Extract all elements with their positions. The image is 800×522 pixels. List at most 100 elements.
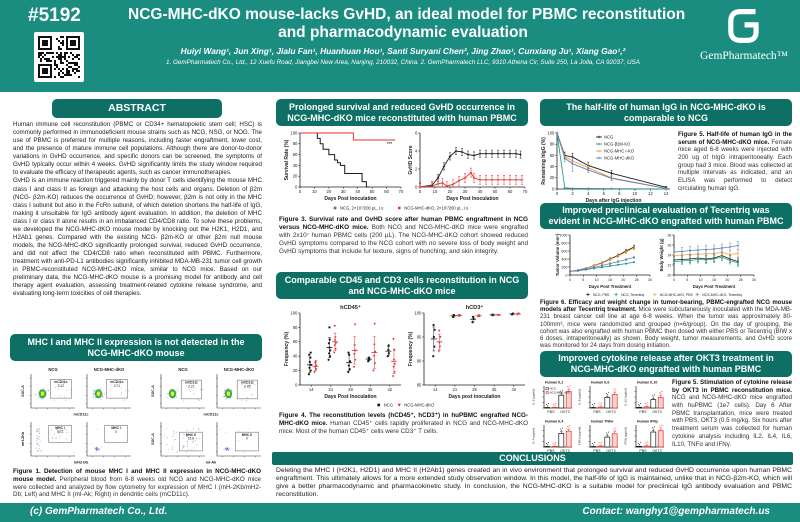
svg-text:Days Post Inoculation: Days Post Inoculation <box>446 196 498 202</box>
svg-text:30: 30 <box>752 278 756 282</box>
svg-text:0: 0 <box>299 189 302 194</box>
svg-text:28: 28 <box>472 387 477 392</box>
figure5-igg-caption: Figure 5. Half-life of human IgG in the … <box>678 131 792 193</box>
svg-text:60: 60 <box>293 152 298 157</box>
svg-text:60: 60 <box>384 189 389 194</box>
section-header-tecentriq: Improved preclinical evaluation of Tecen… <box>540 203 792 229</box>
svg-text:93.1: 93.1 <box>57 430 64 434</box>
svg-text:15: 15 <box>608 278 612 282</box>
svg-text:0: 0 <box>246 437 248 441</box>
cytokine-il2-chart: IL-2 (pg/ml) Human IL2 PBS OKT3 NCGNCG-MHC-d… <box>532 381 572 414</box>
svg-text:80: 80 <box>293 141 298 146</box>
svg-text:85: 85 <box>417 382 422 387</box>
svg-text:10: 10 <box>595 278 599 282</box>
figure4-caption: Figure 4. The reconstitution levels (hCD… <box>279 412 528 435</box>
svg-text:200: 200 <box>562 265 568 269</box>
logo-wordmark: GemPharmatech™ <box>700 50 788 62</box>
gempharmatech-logo: GemPharmatech™ <box>692 3 796 62</box>
svg-text:20: 20 <box>293 174 298 179</box>
svg-text:OKT3: OKT3 <box>652 449 661 453</box>
svg-text:0: 0 <box>673 278 675 282</box>
svg-text:Body Weight (g): Body Weight (g) <box>659 238 664 271</box>
tumor-volume-chart: 0 5 10 15 20 25 30 0 200 400 600 800 1000 Days Post T… <box>555 233 652 289</box>
figure5-okt3-caption: Figure 5. Stimulation of cytokine releas… <box>672 379 792 448</box>
svg-text:mCD11c: mCD11c <box>54 380 67 384</box>
svg-text:25: 25 <box>635 278 639 282</box>
svg-text:0: 0 <box>295 382 298 387</box>
svg-text:NCG-β2M-KO: NCG-β2M-KO <box>604 142 631 147</box>
abstract-text: Human immune cell reconstitution (PBMC o… <box>13 121 262 298</box>
svg-text:NCG-MHC-dKO, PBS: NCG-MHC-dKO, PBS <box>660 293 694 297</box>
svg-text:NCG: NCG <box>550 387 557 391</box>
svg-text:50: 50 <box>493 189 498 194</box>
figure3-caption-text: Both NCG and NCG-MHC-dKO mice were engra… <box>279 223 528 255</box>
section-header-mhc: MHC I and MHC II expression is not detec… <box>10 334 262 361</box>
svg-text:NCG-MHC-dKO: NCG-MHC-dKO <box>94 367 125 372</box>
svg-text:6: 6 <box>415 130 418 135</box>
svg-text:NCG-MHC-dKO: NCG-MHC-dKO <box>550 391 571 395</box>
svg-text:PBS: PBS <box>547 449 555 453</box>
svg-text:OKT3: OKT3 <box>560 449 569 453</box>
svg-text:0: 0 <box>419 189 422 194</box>
svg-text:12: 12 <box>648 191 653 196</box>
svg-text:60: 60 <box>550 153 555 158</box>
svg-text:TNFα (pg/ml): TNFα (pg/ml) <box>578 427 582 445</box>
svg-text:42: 42 <box>387 387 392 392</box>
svg-text:0: 0 <box>115 430 117 434</box>
figure6-legend: NCG, PBS NCG, Tecentriq NCG-MHC-dKO, PBS NC… <box>586 292 742 297</box>
figure6-caption-bold: Figure 6. Efficacy and weight change in … <box>540 299 792 314</box>
svg-text:20: 20 <box>621 278 625 282</box>
affiliations-line: 1. GemPharmatech Co., Ltd., 12 Xuefu Roa… <box>166 59 640 66</box>
svg-text:IL-10 (pg/ml): IL-10 (pg/ml) <box>624 388 628 406</box>
cytokine-il10-chart: IL-10 (pg/ml) Human IL10 PBS OKT3 <box>624 381 664 414</box>
abstract-paragraph-1: Human immune cell reconstitution (PBMC o… <box>13 121 262 177</box>
authors-line: Huiyi Wang¹, Jun Xing¹, Jialu Fan¹, Huan… <box>180 46 626 56</box>
svg-text:80: 80 <box>550 142 555 147</box>
svg-text:2: 2 <box>571 191 574 196</box>
svg-text:Human IL10: Human IL10 <box>637 381 657 385</box>
gempharmatech-logo-icon <box>728 9 759 43</box>
qr-code <box>34 32 84 82</box>
svg-text:100: 100 <box>547 130 555 135</box>
svg-text:MHC I: MHC I <box>111 426 120 430</box>
svg-text:5: 5 <box>582 278 584 282</box>
svg-text:4: 4 <box>587 191 590 196</box>
svg-text:Human IFNγ: Human IFNγ <box>637 420 658 424</box>
figure3-legend: NCG, 2×10⁷/200 μL, i.v. NCG-MHC-dKO, 2×10… <box>333 206 469 211</box>
svg-text:20: 20 <box>448 189 453 194</box>
svg-text:NCG-MHC-dKO, 2×10⁷/200 μL, i.v: NCG-MHC-dKO, 2×10⁷/200 μL, i.v. <box>404 206 469 211</box>
svg-text:PBS: PBS <box>547 410 555 414</box>
svg-text:3.22: 3.22 <box>58 384 65 388</box>
svg-text:100: 100 <box>290 310 298 315</box>
svg-text:21: 21 <box>453 387 458 392</box>
svg-text:NCG-MHC-dKO: NCG-MHC-dKO <box>404 403 435 408</box>
svg-text:10: 10 <box>699 278 703 282</box>
svg-text:30: 30 <box>341 189 346 194</box>
svg-text:NCG, 2×10⁷/200 μL, i.v.: NCG, 2×10⁷/200 μL, i.v. <box>340 206 384 211</box>
svg-text:Survival Rate (%): Survival Rate (%) <box>284 139 290 180</box>
header-band: #5192 NCG-MHC-dKO mouse-lacks GvHD, an i… <box>0 0 800 92</box>
svg-text:IL-6 (pg/ml): IL-6 (pg/ml) <box>578 389 582 405</box>
svg-text:SSC-A: SSC-A <box>151 385 155 397</box>
svg-text:GvHD Score: GvHD Score <box>408 145 414 174</box>
svg-text:90: 90 <box>417 358 422 363</box>
svg-text:40: 40 <box>550 164 555 169</box>
poster-number: #5192 <box>28 5 81 26</box>
svg-text:14: 14 <box>309 387 314 392</box>
svg-text:PBS: PBS <box>593 449 601 453</box>
figure1-caption-bold: Figure 1. Detection of mouse MHC I and M… <box>13 468 261 483</box>
body-weight-chart: 0 5 10 15 20 25 30 20 22 24 26 28 Days Post Treatmen… <box>659 233 756 289</box>
svg-text:PBS: PBS <box>593 410 601 414</box>
svg-text:42: 42 <box>511 387 516 392</box>
figure4-caption-text: Human CD45⁺ cells rapidly proliferated i… <box>279 419 528 435</box>
svg-text:MHC II: MHC II <box>186 433 196 437</box>
svg-text:Days after IgG injection: Days after IgG injection <box>586 198 642 204</box>
poster-title: NCG-MHC-dKO mouse-lacks GvHD, an ideal m… <box>128 6 686 23</box>
svg-text:20: 20 <box>667 273 671 277</box>
svg-text:14: 14 <box>664 191 669 196</box>
svg-text:2.21: 2.21 <box>188 385 195 389</box>
footer-copyright: (c) GemPharmatech Co., Ltd. <box>30 506 168 517</box>
svg-text:25: 25 <box>739 278 743 282</box>
footer-contact: Contact: wanghy1@gempharmatech.us <box>582 506 770 517</box>
